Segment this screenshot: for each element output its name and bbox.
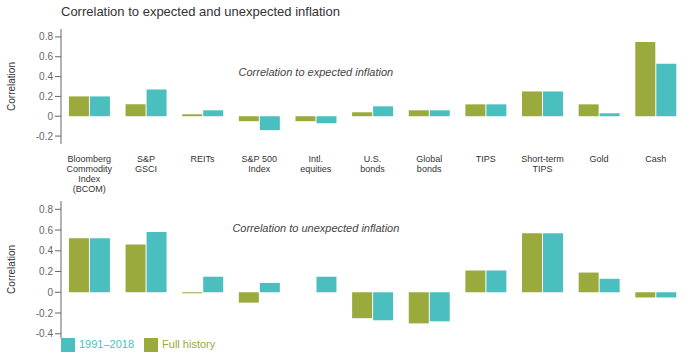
svg-text:Correlation: Correlation	[8, 245, 17, 294]
svg-text:0.8: 0.8	[39, 204, 53, 215]
svg-text:0.8: 0.8	[39, 31, 53, 42]
svg-text:Cash: Cash	[645, 154, 666, 164]
svg-text:0.6: 0.6	[39, 51, 53, 62]
svg-text:U.S.bonds: U.S.bonds	[360, 154, 385, 174]
html-text:Full history: Full history	[162, 337, 216, 350]
svg-text:0.4: 0.4	[39, 245, 53, 256]
html-text:Correlation to expected inflat: Correlation to expected inflation	[238, 66, 394, 78]
html-text:Correlation to expected and un: Correlation to expected and unexpected i…	[61, 4, 340, 19]
svg-text:0.6: 0.6	[39, 225, 53, 236]
svg-text:Intl.equities: Intl.equities	[300, 154, 332, 174]
svg-text:-0.2: -0.2	[36, 131, 54, 142]
svg-text:0.2: 0.2	[39, 91, 53, 102]
svg-text:Short-termTIPS: Short-termTIPS	[521, 154, 564, 174]
svg-text:-0.4: -0.4	[36, 328, 54, 339]
svg-text:0: 0	[47, 111, 53, 122]
svg-text:0.2: 0.2	[39, 266, 53, 277]
svg-text:Globalbonds: Globalbonds	[416, 154, 442, 174]
svg-text:0.4: 0.4	[39, 71, 53, 82]
html-text:1991–2018: 1991–2018	[79, 337, 135, 350]
svg-text:S&P 500Index: S&P 500Index	[242, 154, 277, 174]
svg-text:-0.2: -0.2	[36, 308, 54, 319]
svg-text:REITs: REITs	[191, 154, 216, 164]
html-text:Correlation to unexpected infl: Correlation to unexpected inflation	[232, 222, 400, 234]
svg-text:Gold: Gold	[590, 154, 609, 164]
svg-text:0: 0	[47, 287, 53, 298]
svg-text:Correlation: Correlation	[8, 62, 17, 111]
svg-text:BloombergCommodityIndex(BCOM): BloombergCommodityIndex(BCOM)	[67, 154, 113, 194]
svg-text:S&PGSCI: S&PGSCI	[135, 154, 157, 174]
svg-text:TIPS: TIPS	[476, 154, 496, 164]
